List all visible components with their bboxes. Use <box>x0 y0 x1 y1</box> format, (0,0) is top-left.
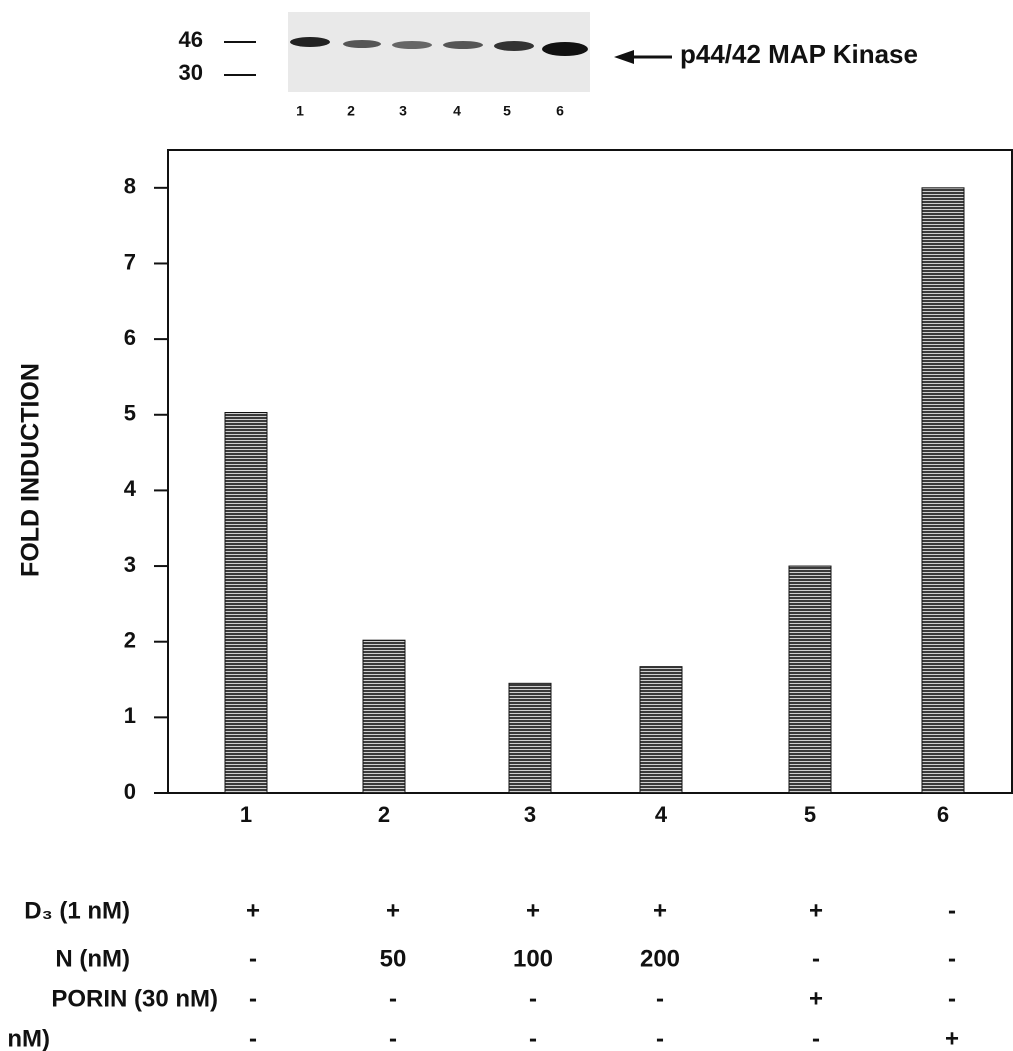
y-tick-label: 7 <box>124 249 136 274</box>
x-tick-label: 3 <box>524 802 536 827</box>
bar <box>922 188 964 793</box>
treatment-cell: + <box>386 897 400 924</box>
lane-label: 4 <box>453 103 461 119</box>
treatment-cell: + <box>945 1025 959 1051</box>
treatment-label: N (nM) <box>55 945 130 972</box>
bar <box>363 640 405 793</box>
bar <box>640 667 682 793</box>
lane-label: 3 <box>399 103 407 119</box>
treatment-cell: 200 <box>640 945 680 972</box>
x-tick-label: 2 <box>378 802 390 827</box>
treatment-cell: - <box>656 1025 664 1051</box>
marker-label: 46 <box>179 27 203 52</box>
treatment-label: nM) <box>7 1025 50 1051</box>
treatment-cell: - <box>249 985 257 1012</box>
treatment-label: D₃ (1 nM) <box>24 897 130 924</box>
treatment-cell: - <box>948 897 956 924</box>
y-tick-label: 2 <box>124 628 136 653</box>
treatment-cell: - <box>249 945 257 972</box>
blot: 46 30 p44/42 MAP Kinase <box>179 12 918 92</box>
treatment-cell: - <box>948 985 956 1012</box>
treatment-cell: - <box>812 1025 820 1051</box>
x-tick-label: 6 <box>937 802 949 827</box>
lane-label: 5 <box>503 103 511 119</box>
y-tick-label: 0 <box>124 779 136 804</box>
bar <box>789 566 831 793</box>
y-tick-label: 8 <box>124 174 136 199</box>
blot-band <box>392 41 432 49</box>
treatment-cell: - <box>389 1025 397 1051</box>
treatment-cell: - <box>249 1025 257 1051</box>
bar <box>225 412 267 793</box>
y-tick-label: 4 <box>124 476 137 501</box>
lane-label: 6 <box>556 103 564 119</box>
treatment-cell: - <box>948 945 956 972</box>
blot-band <box>494 41 534 51</box>
x-tick-label: 5 <box>804 802 816 827</box>
figure: 46 30 p44/42 MAP Kinase FOLD INDUCTION 1… <box>0 0 1013 1051</box>
y-tick-label: 1 <box>124 703 136 728</box>
treatment-cell: - <box>812 945 820 972</box>
bar <box>509 683 551 793</box>
treatment-cell: - <box>529 1025 537 1051</box>
y-tick-label: 3 <box>124 552 136 577</box>
blot-band <box>443 41 483 49</box>
treatment-cell: + <box>653 897 667 924</box>
y-tick-label: 5 <box>124 401 136 426</box>
blot-label: p44/42 MAP Kinase <box>680 39 918 69</box>
treatment-label: PORIN (30 nM) <box>51 985 218 1012</box>
y-tick-label: 6 <box>124 325 136 350</box>
treatment-cell: + <box>809 985 823 1012</box>
treatment-cell: 100 <box>513 945 553 972</box>
x-tick-label: 1 <box>240 802 252 827</box>
x-tick-label: 4 <box>655 802 668 827</box>
lane-label: 1 <box>296 103 304 119</box>
treatment-cell: + <box>809 897 823 924</box>
marker-label: 30 <box>179 60 203 85</box>
treatment-cell: + <box>526 897 540 924</box>
blot-band <box>542 42 588 56</box>
arrow-head <box>614 50 634 64</box>
blot-band <box>290 37 330 47</box>
treatment-cell: 50 <box>380 945 407 972</box>
treatment-cell: - <box>529 985 537 1012</box>
y-axis-label: FOLD INDUCTION <box>17 363 45 577</box>
lane-label: 2 <box>347 103 355 119</box>
plot-frame <box>168 150 1012 793</box>
treatment-cell: - <box>389 985 397 1012</box>
treatment-cell: + <box>246 897 260 924</box>
blot-band <box>343 40 381 48</box>
treatment-cell: - <box>656 985 664 1012</box>
